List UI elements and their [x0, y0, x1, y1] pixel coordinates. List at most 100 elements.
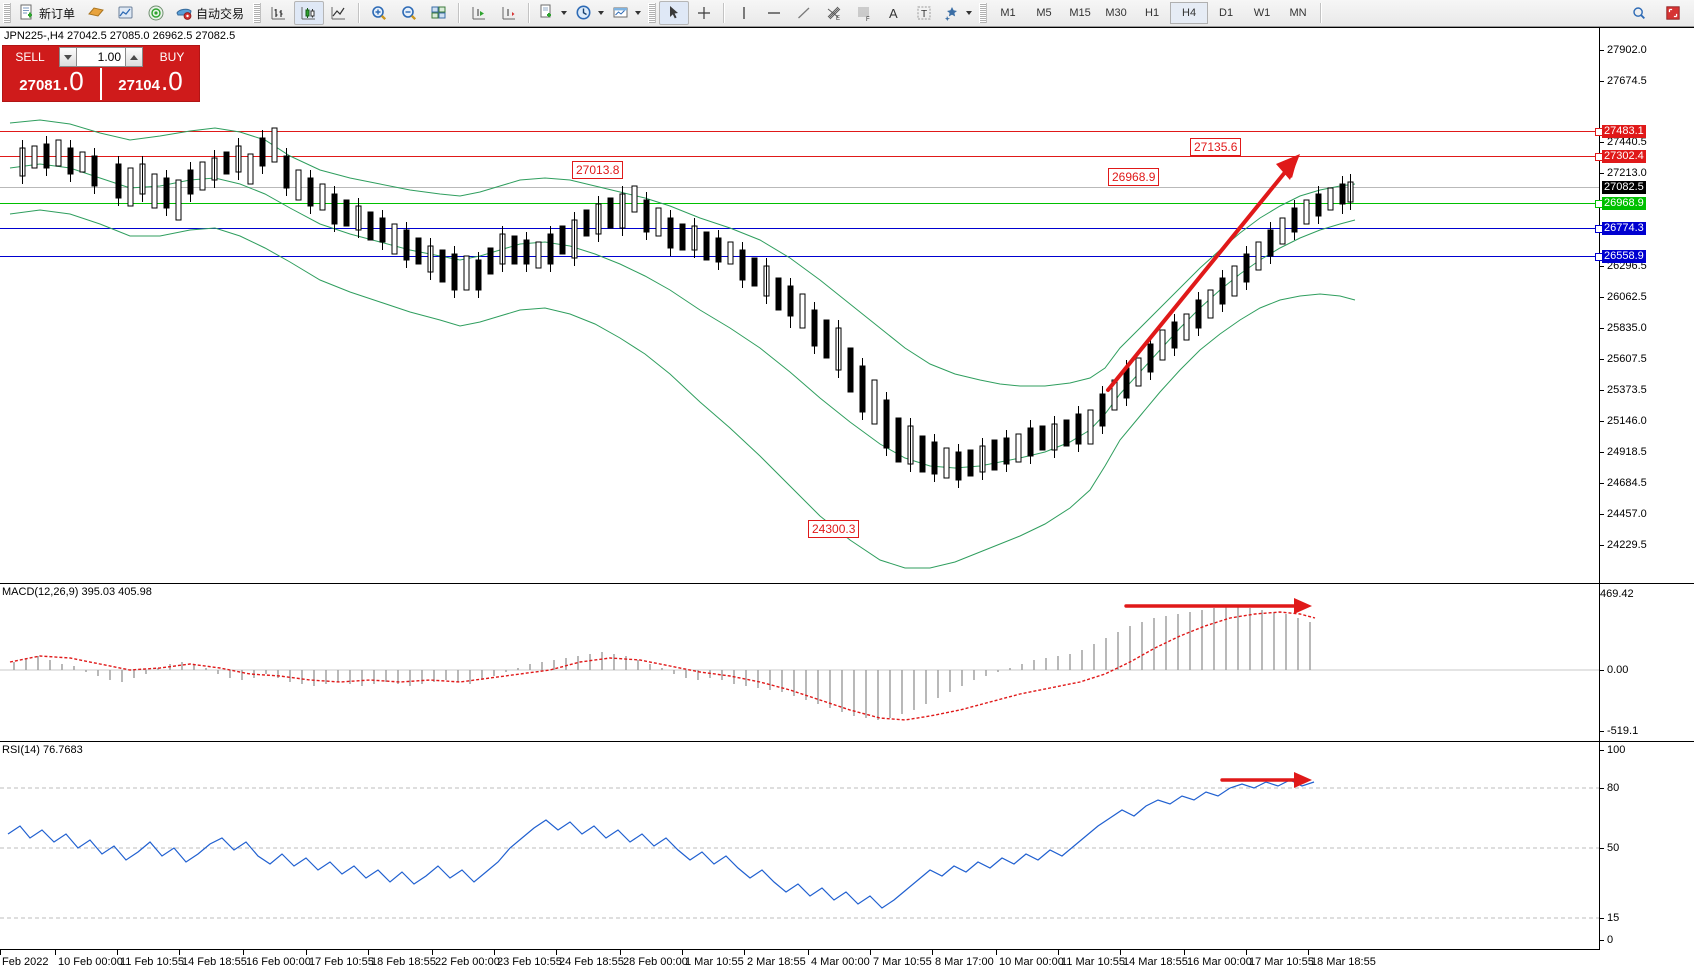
- time-label-12: 2 Mar 18:55: [747, 956, 806, 968]
- objects-button[interactable]: [939, 1, 976, 25]
- level-line-26558[interactable]: [0, 256, 1600, 257]
- level-handle-26968[interactable]: [1595, 200, 1603, 208]
- chart-area[interactable]: 27013.8 26968.9 27135.6 24300.3 27902.0 …: [0, 27, 1694, 977]
- timeframe-m1[interactable]: M1: [1000, 7, 1016, 19]
- chart-shift-icon: [472, 7, 486, 20]
- time-label-0: Feb 2022: [2, 956, 49, 968]
- toolbar-grip-3[interactable]: [648, 3, 657, 23]
- level-handle-26558[interactable]: [1595, 253, 1603, 261]
- toolbar-grip-4[interactable]: [979, 3, 988, 23]
- timeframe-m30[interactable]: M30: [1105, 7, 1127, 19]
- macd-pane[interactable]: MACD(12,26,9) 395.03 405.98 469.42 0.00 …: [0, 583, 1694, 742]
- tile-windows-button[interactable]: [424, 1, 454, 25]
- text-button[interactable]: A: [879, 1, 909, 25]
- volume-stepper[interactable]: 1.00: [57, 46, 145, 68]
- fullscreen-button[interactable]: [1658, 1, 1688, 25]
- data-window-button[interactable]: [141, 1, 171, 25]
- text-label-button[interactable]: T: [909, 1, 939, 25]
- timeframe-h4[interactable]: H4: [1170, 2, 1209, 24]
- bar-chart-button[interactable]: [264, 1, 294, 25]
- templates-menu-button[interactable]: [608, 1, 645, 25]
- annotation-high-27135[interactable]: 27135.6: [1190, 138, 1242, 156]
- indicators-button[interactable]: [534, 1, 571, 25]
- price-label-27302[interactable]: 27302.4: [1602, 150, 1646, 163]
- timeframe-w1[interactable]: W1: [1253, 7, 1271, 19]
- rsi-plot[interactable]: [0, 742, 1600, 950]
- periods-button[interactable]: [571, 1, 608, 25]
- price-label-26558[interactable]: 26558.9: [1602, 250, 1646, 263]
- volume-increase-button[interactable]: [125, 47, 143, 67]
- vertical-line-button[interactable]: [729, 1, 759, 25]
- cursor-button[interactable]: [659, 1, 690, 25]
- trendline-icon: [798, 7, 810, 19]
- price-axis[interactable]: 27902.0 27674.5 27440.5 27213.0 26296.5 …: [1599, 28, 1694, 584]
- timeframe-m5[interactable]: M5: [1036, 7, 1052, 19]
- price-plot[interactable]: 27013.8 26968.9 27135.6 24300.3: [0, 28, 1600, 584]
- time-sep-3: [179, 950, 180, 955]
- price-label-last-27082[interactable]: 27082.5: [1602, 181, 1646, 194]
- level-line-26774[interactable]: [0, 228, 1600, 229]
- timeframe-h1[interactable]: H1: [1145, 7, 1160, 19]
- level-line-26968[interactable]: [0, 203, 1600, 204]
- price-chart-svg: [9, 119, 1356, 569]
- macd-plot[interactable]: [0, 584, 1600, 742]
- auto-scroll-button[interactable]: [494, 1, 524, 25]
- new-order-button[interactable]: 新订单: [14, 1, 81, 25]
- time-axis[interactable]: Feb 2022 10 Feb 00:00 11 Feb 10:55 14 Fe…: [0, 949, 1600, 977]
- text-label-icon: T: [917, 6, 931, 20]
- volume-decrease-button[interactable]: [59, 47, 77, 67]
- rsi-trend-arrow: [1220, 772, 1312, 788]
- auto-trading-button[interactable]: 自动交易: [171, 1, 250, 25]
- sell-price[interactable]: 27081 .0: [3, 68, 100, 100]
- price-label-26774[interactable]: 26774.3: [1602, 222, 1646, 235]
- fibonacci-button[interactable]: F: [849, 1, 879, 25]
- trendline-button[interactable]: [789, 1, 819, 25]
- rsi-pane[interactable]: RSI(14) 76.7683 100 80 50 15 0: [0, 741, 1694, 950]
- crosshair-button[interactable]: [689, 1, 719, 25]
- price-pane[interactable]: 27013.8 26968.9 27135.6 24300.3 27902.0 …: [0, 27, 1694, 584]
- macd-histogram: [13, 606, 1311, 720]
- chart-shift-button[interactable]: [464, 1, 494, 25]
- timeframe-mn[interactable]: MN: [1289, 7, 1307, 19]
- candlestick-chart-button[interactable]: [294, 1, 325, 25]
- level-handle-27483[interactable]: [1595, 128, 1603, 136]
- time-sep-21: [1308, 950, 1309, 955]
- zoom-in-button[interactable]: [364, 1, 394, 25]
- market-watch-button[interactable]: [111, 1, 141, 25]
- buy-price-int: 27104: [118, 77, 160, 94]
- level-handle-26774[interactable]: [1595, 225, 1603, 233]
- timeframe-d1[interactable]: D1: [1219, 7, 1234, 19]
- time-label-7: 22 Feb 00:00: [435, 956, 500, 968]
- macd-signal-line: [9, 611, 1316, 721]
- new-order-icon: [20, 4, 32, 20]
- templates-button[interactable]: [81, 1, 111, 25]
- annotation-resistance-27013[interactable]: 27013.8: [572, 161, 624, 179]
- time-sep-5: [306, 950, 307, 955]
- toolbar-grip[interactable]: [3, 3, 11, 23]
- market-watch-icon: [118, 6, 133, 19]
- main-toolbar: 新订单 自动交易: [0, 0, 1694, 27]
- line-chart-button[interactable]: [324, 1, 354, 25]
- macd-axis[interactable]: 469.42 0.00 -519.1: [1599, 584, 1694, 742]
- price-label-26968[interactable]: 26968.9: [1602, 197, 1646, 210]
- annotation-support-26968[interactable]: 26968.9: [1108, 168, 1160, 186]
- buy-button[interactable]: BUY: [145, 46, 199, 68]
- buy-price[interactable]: 27104 .0: [102, 68, 199, 100]
- timeframe-m15[interactable]: M15: [1069, 7, 1091, 19]
- search-button[interactable]: [1624, 1, 1654, 25]
- annotation-low-24300[interactable]: 24300.3: [808, 520, 860, 538]
- rsi-axis[interactable]: 100 80 50 15 0: [1599, 742, 1694, 950]
- level-line-27483[interactable]: [0, 131, 1600, 132]
- level-handle-27302[interactable]: [1595, 153, 1603, 161]
- toolbar-grip-2[interactable]: [253, 3, 262, 23]
- volume-input[interactable]: 1.00: [77, 47, 125, 67]
- time-label-6: 18 Feb 18:55: [371, 956, 436, 968]
- sell-button[interactable]: SELL: [3, 46, 57, 68]
- auto-trading-label: 自动交易: [196, 6, 245, 21]
- octp-price-row: 27081 .0 27104 .0: [3, 68, 199, 100]
- zoom-out-button[interactable]: [394, 1, 424, 25]
- horizontal-line-button[interactable]: [759, 1, 789, 25]
- level-line-27302[interactable]: [0, 156, 1600, 157]
- price-label-27483[interactable]: 27483.1: [1602, 125, 1646, 138]
- equidistant-channel-button[interactable]: E: [819, 1, 849, 25]
